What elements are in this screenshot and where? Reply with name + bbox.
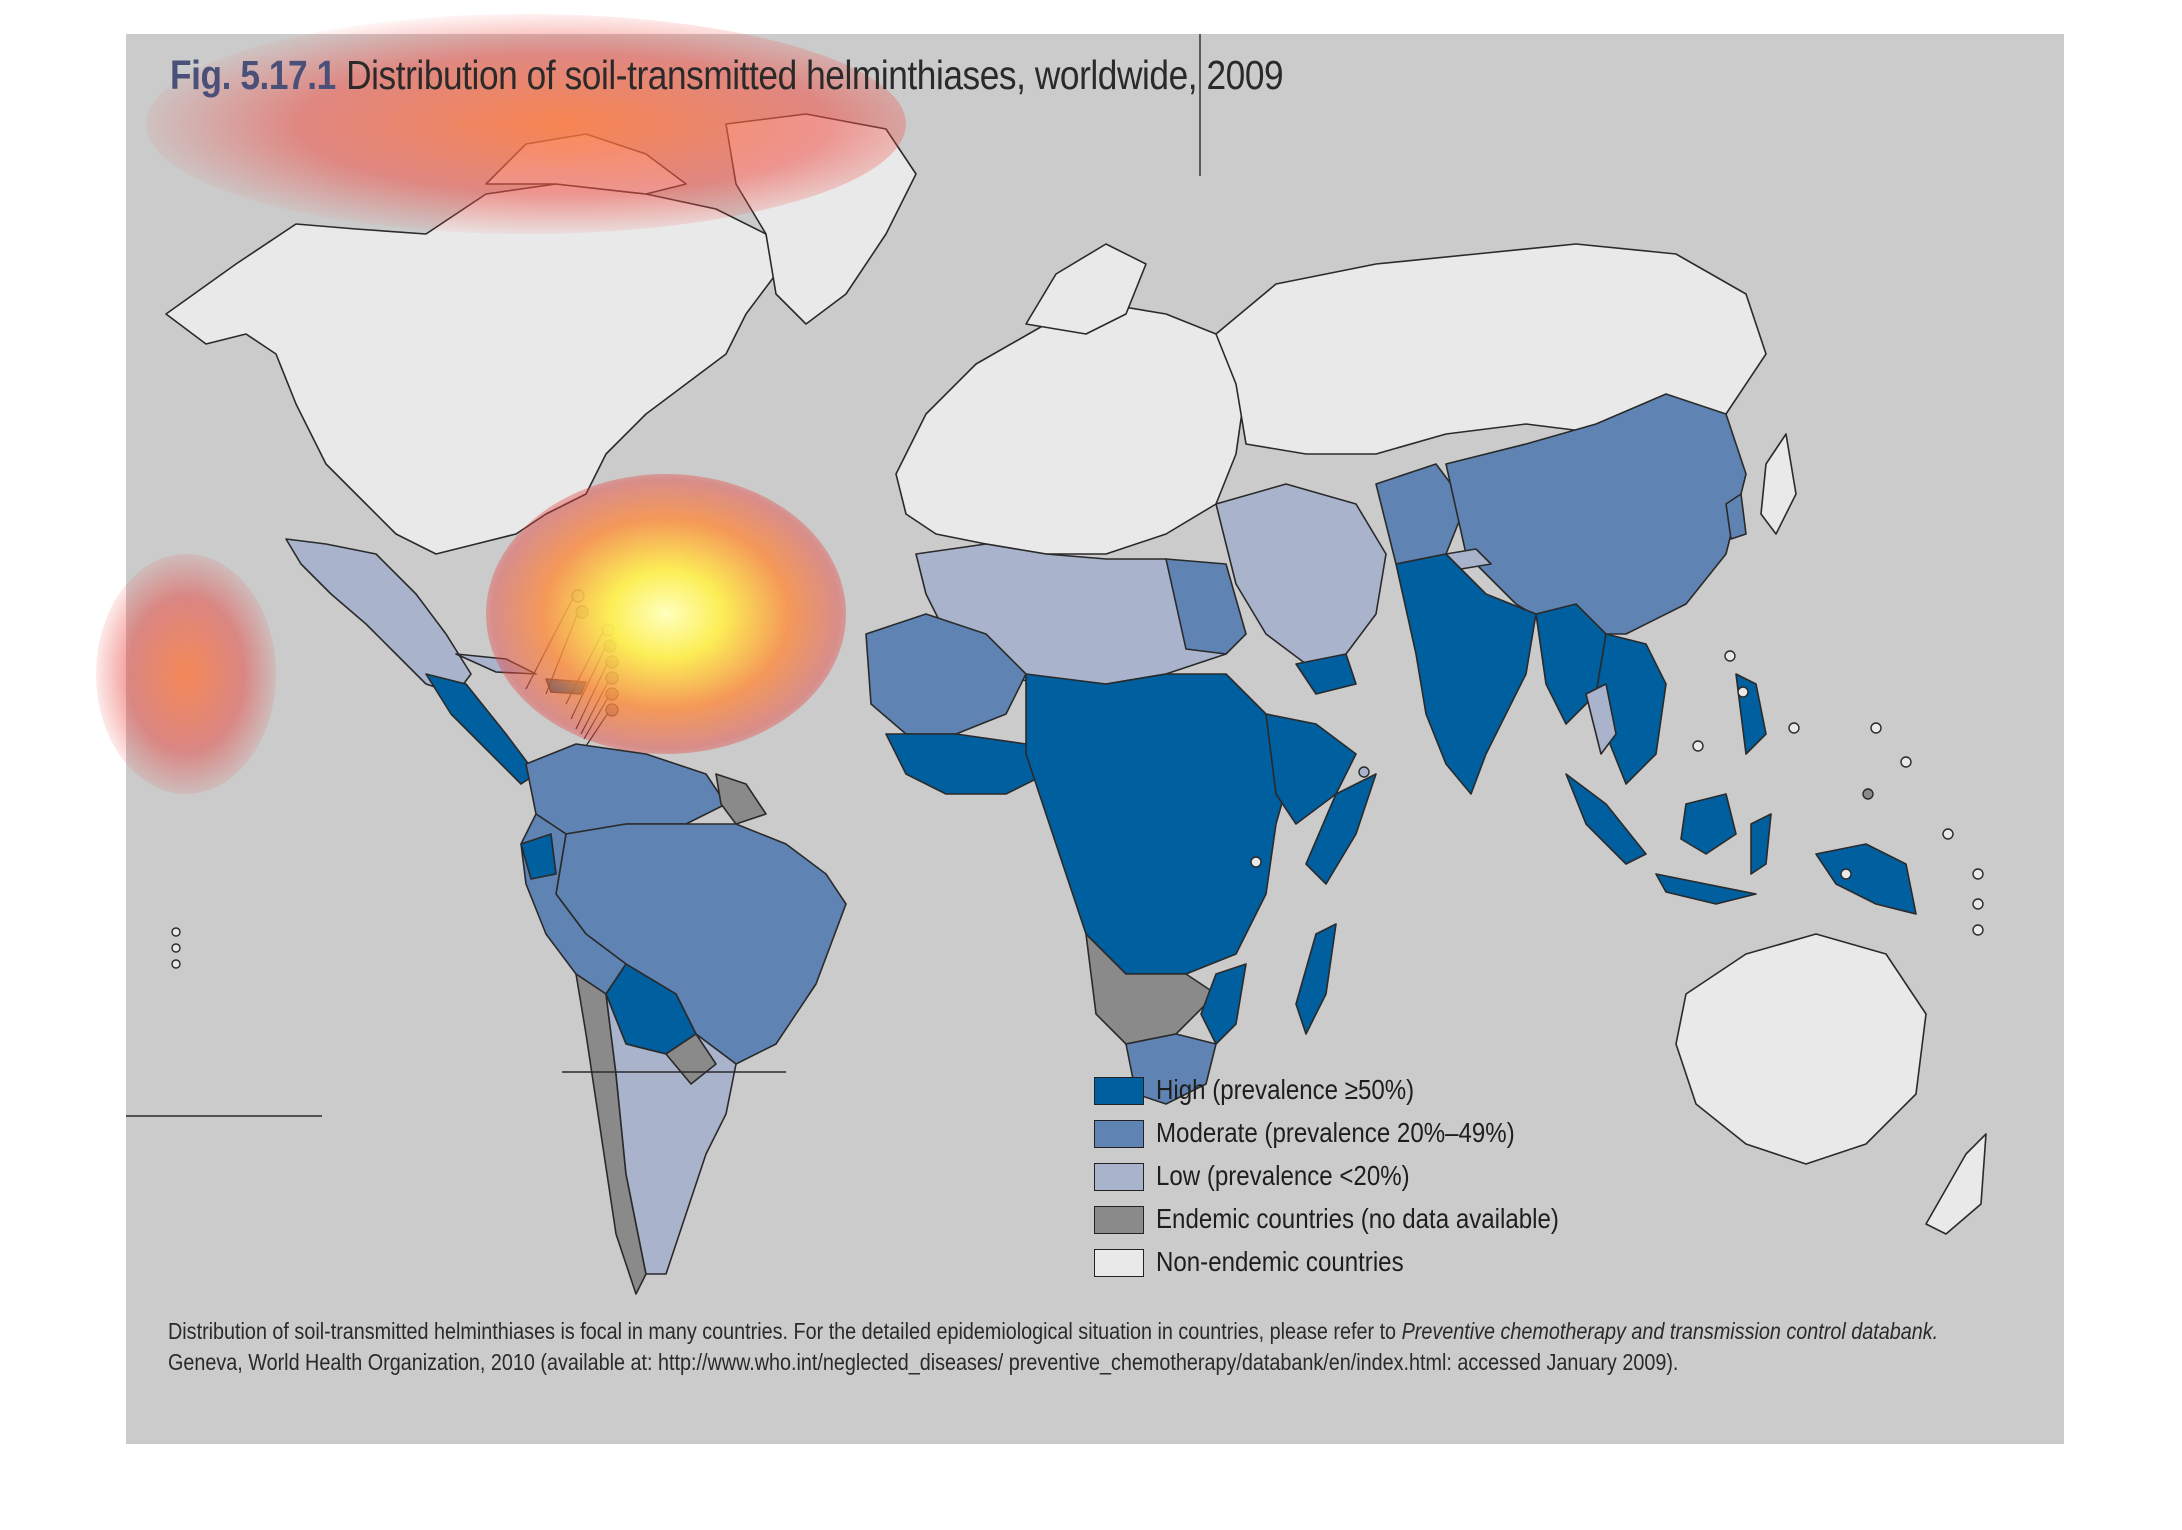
region-korea <box>1725 493 1747 540</box>
legend-label: Non-endemic countries <box>1156 1246 1404 1277</box>
region-somalia <box>1305 773 1377 885</box>
legend-swatch <box>1094 1249 1144 1277</box>
island-marker <box>1724 650 1736 662</box>
island-marker <box>171 927 181 937</box>
caribbean-callout <box>605 671 619 685</box>
island-marker <box>1862 788 1874 800</box>
region-central-asia <box>1375 463 1467 565</box>
region-new-zealand <box>1925 1133 1987 1235</box>
footnote: Distribution of soil-transmitted helmint… <box>168 1316 1974 1378</box>
figure-title-text: Distribution of soil-transmitted helmint… <box>346 52 1284 98</box>
footnote-source: Geneva, World Health Organization, 2010 … <box>168 1349 1679 1375</box>
figure-panel: Fig. 5.17.1 Distribution of soil-transmit… <box>96 14 2064 1444</box>
region-china <box>1445 393 1747 635</box>
island-marker <box>171 959 181 969</box>
region-new-guinea <box>1815 843 1917 915</box>
caribbean-callout <box>571 589 585 603</box>
caribbean-callout <box>605 655 619 669</box>
region-mexico <box>285 538 472 695</box>
legend-label: High (prevalence ≥50%) <box>1156 1074 1415 1105</box>
island-marker <box>1737 686 1749 698</box>
island-marker <box>1900 756 1912 768</box>
region-thailand <box>1585 683 1617 755</box>
caribbean-callout <box>601 623 615 637</box>
caribbean-callout <box>605 687 619 701</box>
island-marker <box>1972 898 1984 910</box>
island-marker <box>1358 766 1370 778</box>
region-mozambique <box>1200 963 1247 1045</box>
island-marker <box>1250 856 1262 868</box>
region-southern-africa-endemic <box>1085 933 1217 1045</box>
region-india <box>1395 553 1537 795</box>
region-central-africa <box>1025 673 1297 975</box>
region-yemen <box>1295 653 1357 695</box>
region-madagascar <box>1295 923 1337 1035</box>
region-middle-east <box>1215 483 1387 665</box>
region-canadian-arctic <box>485 133 687 195</box>
region-west-africa-moderate <box>865 613 1027 735</box>
legend-swatch <box>1094 1077 1144 1105</box>
region-nepal <box>1445 548 1492 570</box>
region-borneo <box>1680 793 1737 855</box>
island-marker <box>171 943 181 953</box>
footnote-italic: Preventive chemotherapy and transmission… <box>1401 1318 1939 1344</box>
region-colombia-venezuela <box>525 743 727 835</box>
figure-title: Fig. 5.17.1 Distribution of soil-transmit… <box>170 52 1284 99</box>
region-philippines <box>1735 673 1767 755</box>
island-marker <box>1972 924 1984 936</box>
region-australia <box>1675 933 1927 1165</box>
legend-label: Endemic countries (no data available) <box>1156 1203 1559 1234</box>
region-sumatra <box>1565 773 1647 865</box>
island-marker <box>1788 722 1800 734</box>
legend-label: Moderate (prevalence 20%–49%) <box>1156 1117 1515 1148</box>
region-ecuador <box>520 833 557 880</box>
legend-swatch <box>1094 1163 1144 1191</box>
region-central-america <box>425 673 537 785</box>
region-west-africa-coast <box>885 733 1047 795</box>
island-marker <box>1972 868 1984 880</box>
region-scandinavia <box>1025 243 1147 335</box>
region-north-america <box>165 183 777 555</box>
island-marker <box>1942 828 1954 840</box>
island-marker <box>1870 722 1882 734</box>
island-marker <box>1692 740 1704 752</box>
caribbean-callout <box>603 639 617 653</box>
legend-label: Low (prevalence <20%) <box>1156 1160 1410 1191</box>
island-marker <box>1840 868 1852 880</box>
legend-swatch <box>1094 1206 1144 1234</box>
region-europe <box>895 303 1247 555</box>
region-guianas <box>715 773 767 825</box>
legend-swatch <box>1094 1120 1144 1148</box>
region-java <box>1655 873 1757 905</box>
footnote-text: Distribution of soil-transmitted helmint… <box>168 1318 1402 1344</box>
region-japan <box>1760 433 1797 535</box>
region-hispaniola <box>545 678 587 695</box>
caribbean-callout <box>575 605 589 619</box>
figure-number: Fig. 5.17.1 <box>170 52 336 98</box>
caribbean-callout <box>605 703 619 717</box>
region-egypt <box>1165 558 1247 655</box>
region-sulawesi <box>1750 813 1772 875</box>
